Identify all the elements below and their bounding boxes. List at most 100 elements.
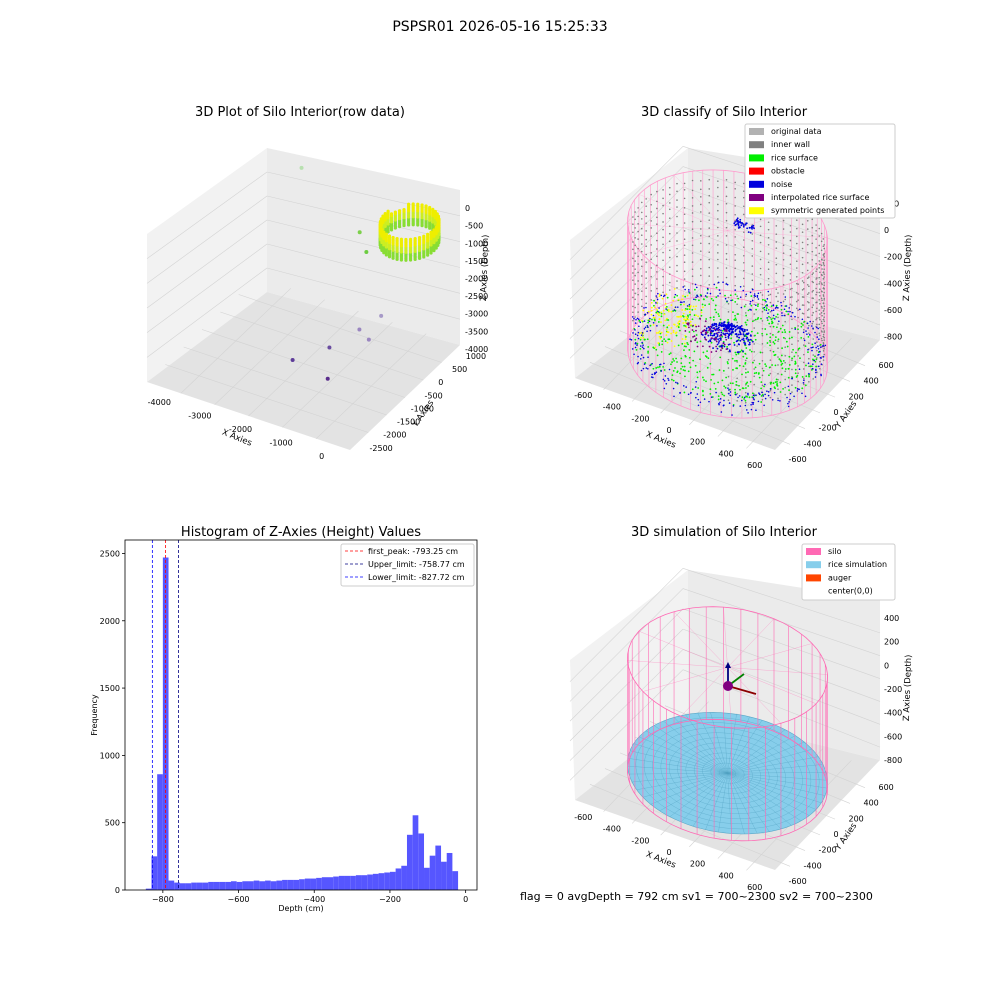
classify-wall-point: [650, 252, 652, 254]
classify-rice-point: [768, 366, 771, 369]
classify-noise-point: [717, 338, 719, 341]
classify-symmetric-point: [652, 323, 655, 326]
classify-noise-point: [818, 338, 820, 341]
classify-noise-point: [807, 362, 810, 365]
classify-wall-point: [645, 261, 647, 264]
classify-wall-point: [818, 299, 821, 301]
classify-noise-point: [812, 327, 814, 330]
classify-gridlines: [569, 146, 881, 449]
classify-x-tick: 400: [719, 449, 734, 458]
classify-noise-point: [743, 396, 746, 399]
classify-noise-point: [735, 333, 738, 336]
classify-wall-point: [668, 266, 671, 268]
classify-interp-point: [700, 331, 703, 334]
classify-wall-point: [767, 253, 770, 255]
classify-rice-point: [693, 350, 696, 353]
classify-wall-point: [820, 232, 823, 235]
classify-noise-point: [763, 306, 766, 309]
classify-noise-point: [718, 289, 721, 291]
classify-noise-point: [719, 339, 722, 341]
classify-wall-point: [683, 222, 686, 224]
classify-wall-point: [708, 251, 711, 254]
classify-wall-point: [743, 231, 745, 233]
classify-wall-point: [656, 248, 658, 250]
classify-noise-point: [634, 346, 637, 349]
classify-wall-point: [637, 223, 639, 225]
classify-noise-point: [820, 346, 822, 348]
classify-rice-point: [769, 336, 772, 339]
classify-legend-swatch: [749, 207, 764, 215]
classify-legend-label: original data: [771, 127, 822, 136]
classify-wall-point: [743, 277, 745, 280]
classify-noise-point: [802, 381, 805, 384]
classify-rice-point: [745, 347, 748, 349]
classify-wall-point: [662, 291, 664, 294]
classify-noise-point: [753, 294, 756, 297]
classify-noise-point: [729, 391, 732, 393]
classify-wall-point: [637, 287, 639, 290]
classify-noise-point: [632, 332, 634, 334]
classify-wall-point: [823, 330, 826, 332]
classify-rice-point: [761, 332, 764, 335]
classify-noise-point: [720, 331, 723, 334]
classify-wall-point: [761, 351, 764, 354]
classify-wall-point: [767, 221, 770, 224]
classify-x-tick: -400: [603, 403, 621, 412]
classify-rice-point: [658, 344, 661, 346]
classify-rice-point: [792, 348, 794, 351]
classify-wall-point: [767, 283, 770, 286]
classify-interp-point: [693, 335, 696, 338]
classify-symmetric-point: [660, 321, 662, 323]
classify-rice-point: [732, 311, 734, 313]
classify-wall-point: [811, 265, 814, 268]
classify-noise-point: [761, 391, 763, 394]
classify-wall-point: [820, 290, 823, 292]
classify-legend-swatch: [749, 128, 764, 135]
classify-rice-point: [768, 322, 771, 325]
classify-wall-point: [699, 188, 702, 191]
classify-noise-point: [735, 223, 737, 226]
classify-noise-point: [756, 294, 759, 297]
classify-noise-point: [654, 372, 657, 375]
classify-wall-point: [632, 279, 634, 282]
classify-noise-point: [752, 394, 755, 397]
classify-wall-point: [822, 245, 825, 248]
classify-noise-point: [737, 224, 740, 227]
classify-rice-point: [774, 336, 777, 339]
classify-wall-point: [784, 370, 787, 373]
classify-noise-point: [822, 344, 824, 347]
raw-cluster-point: [399, 237, 404, 241]
classify-wall-point: [801, 256, 804, 259]
classify-wall-point: [637, 247, 639, 250]
classify-wall-point: [816, 357, 818, 359]
classify-wall-point: [662, 221, 664, 223]
classify-wall-point: [797, 332, 799, 334]
classify-interp-point: [715, 345, 718, 348]
histogram-bar: [406, 834, 413, 890]
classify-rice-point: [769, 382, 772, 385]
classify-noise-point: [644, 313, 647, 316]
classify-rice-point: [706, 296, 708, 298]
classify-rice-point: [798, 347, 801, 350]
classify-noise-point: [731, 414, 733, 416]
classify-wall-point: [743, 261, 745, 264]
classify-noise-point: [636, 344, 638, 346]
classify-symmetric-point: [658, 314, 660, 317]
classify-wall-point: [806, 251, 809, 254]
classify-wall-point: [819, 281, 821, 283]
classify-rice-point: [663, 338, 666, 341]
classify-symmetric-point: [681, 309, 684, 311]
classify-noise-point: [667, 379, 670, 381]
classify-symmetric-point: [682, 312, 685, 315]
classify-rice-point: [758, 372, 760, 374]
classify-wall-point: [816, 349, 818, 352]
classify-rice-point: [775, 378, 778, 381]
classify-wall-point: [822, 335, 825, 338]
classify-noise-point: [749, 291, 752, 294]
classify-wall-point: [634, 268, 636, 270]
classify-noise-point: [646, 311, 649, 314]
classify-noise-point: [758, 392, 760, 394]
classify-rice-point: [794, 368, 797, 371]
classify-noise-point: [652, 314, 655, 317]
